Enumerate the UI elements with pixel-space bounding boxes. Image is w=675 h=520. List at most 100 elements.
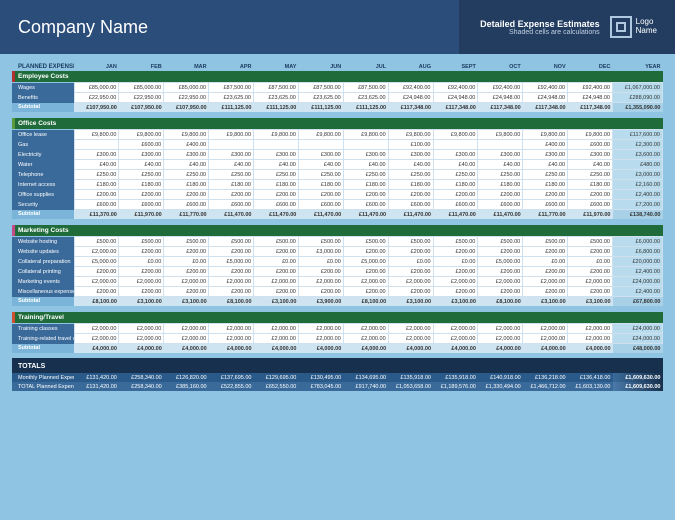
cell[interactable]: £600.00 [119,140,164,150]
cell[interactable]: £92,400.00 [433,83,478,93]
cell[interactable]: £2,000.00 [164,334,209,344]
cell[interactable]: £180.00 [209,180,254,190]
cell[interactable]: £180.00 [388,180,433,190]
cell[interactable]: £2,000.00 [478,334,523,344]
cell[interactable]: £5,000.00 [343,257,388,267]
cell[interactable]: £200.00 [343,190,388,200]
cell[interactable]: £9,800.00 [523,130,568,140]
cell[interactable]: £200.00 [478,267,523,277]
cell[interactable]: £600.00 [568,140,613,150]
cell[interactable]: £9,800.00 [568,130,613,140]
cell[interactable]: £40.00 [254,160,299,170]
cell[interactable]: £92,400.00 [568,83,613,93]
cell[interactable]: £600.00 [164,200,209,210]
cell[interactable]: £300.00 [119,150,164,160]
cell[interactable]: £200.00 [298,287,343,297]
cell[interactable]: £2,000.00 [74,277,119,287]
cell[interactable]: £2,000.00 [433,277,478,287]
cell[interactable]: £250.00 [478,170,523,180]
cell[interactable]: £500.00 [388,237,433,247]
cell[interactable]: £2,400.00 [613,267,663,277]
cell[interactable]: £300.00 [164,150,209,160]
cell[interactable]: £2,000.00 [74,334,119,344]
cell[interactable]: £200.00 [568,190,613,200]
cell[interactable]: £200.00 [343,287,388,297]
cell[interactable]: £300.00 [388,150,433,160]
cell[interactable]: £500.00 [433,237,478,247]
cell[interactable]: £180.00 [164,180,209,190]
cell[interactable]: £2,000.00 [343,324,388,334]
cell[interactable]: £40.00 [74,160,119,170]
cell[interactable]: £200.00 [254,287,299,297]
cell[interactable]: £5,000.00 [74,257,119,267]
cell[interactable]: £200.00 [568,247,613,257]
cell[interactable]: £40.00 [568,160,613,170]
cell[interactable]: £300.00 [433,150,478,160]
cell[interactable]: £40.00 [298,160,343,170]
cell[interactable]: £250.00 [164,170,209,180]
cell[interactable]: £180.00 [523,180,568,190]
cell[interactable]: £180.00 [478,180,523,190]
cell[interactable]: £500.00 [568,237,613,247]
cell[interactable] [254,140,299,150]
cell[interactable]: £2,400.00 [613,287,663,297]
cell[interactable]: £200.00 [388,267,433,277]
cell[interactable]: £2,000.00 [164,277,209,287]
cell[interactable]: £0.00 [433,257,478,267]
cell[interactable]: £22,950.00 [164,93,209,103]
cell[interactable]: £9,800.00 [388,130,433,140]
cell[interactable]: £2,000.00 [478,277,523,287]
cell[interactable]: £180.00 [254,180,299,190]
cell[interactable]: £0.00 [298,257,343,267]
cell[interactable]: £22,950.00 [119,93,164,103]
cell[interactable]: £200.00 [523,287,568,297]
cell[interactable]: £600.00 [298,200,343,210]
cell[interactable]: £500.00 [74,237,119,247]
cell[interactable]: £92,400.00 [523,83,568,93]
cell[interactable]: £9,800.00 [478,130,523,140]
cell[interactable]: £200.00 [433,267,478,277]
cell[interactable]: £5,000.00 [478,257,523,267]
cell[interactable]: £24,948.00 [568,93,613,103]
cell[interactable]: £2,000.00 [433,334,478,344]
cell[interactable]: £23,625.00 [343,93,388,103]
cell[interactable]: £200.00 [209,190,254,200]
cell[interactable]: £200.00 [568,267,613,277]
cell[interactable]: £200.00 [254,267,299,277]
cell[interactable]: £5,000.00 [209,257,254,267]
cell[interactable]: £9,800.00 [119,130,164,140]
cell[interactable]: £3,600.00 [613,150,663,160]
cell[interactable]: £23,625.00 [254,93,299,103]
cell[interactable]: £117,600.00 [613,130,663,140]
cell[interactable]: £250.00 [388,170,433,180]
cell[interactable]: £500.00 [164,237,209,247]
cell[interactable]: £85,000.00 [164,83,209,93]
cell[interactable]: £2,000.00 [209,334,254,344]
cell[interactable]: £2,300.00 [613,140,663,150]
cell[interactable]: £24,948.00 [388,93,433,103]
cell[interactable]: £92,400.00 [388,83,433,93]
cell[interactable]: £2,400.00 [613,190,663,200]
cell[interactable]: £2,000.00 [74,324,119,334]
cell[interactable]: £24,000.00 [613,324,663,334]
cell[interactable]: £300.00 [523,150,568,160]
cell[interactable]: £200.00 [433,247,478,257]
cell[interactable]: £0.00 [164,257,209,267]
cell[interactable]: £200.00 [164,190,209,200]
cell[interactable]: £200.00 [119,247,164,257]
cell[interactable]: £500.00 [343,237,388,247]
cell[interactable]: £87,500.00 [209,83,254,93]
cell[interactable]: £250.00 [74,170,119,180]
cell[interactable]: £200.00 [164,267,209,277]
cell[interactable]: £2,000.00 [433,324,478,334]
cell[interactable]: £24,948.00 [433,93,478,103]
cell[interactable]: £600.00 [209,200,254,210]
cell[interactable]: £250.00 [254,170,299,180]
cell[interactable]: £2,000.00 [523,334,568,344]
cell[interactable] [209,140,254,150]
cell[interactable]: £180.00 [568,180,613,190]
cell[interactable]: £40.00 [388,160,433,170]
cell[interactable]: £600.00 [343,200,388,210]
cell[interactable]: £600.00 [433,200,478,210]
cell[interactable]: £2,000.00 [568,324,613,334]
